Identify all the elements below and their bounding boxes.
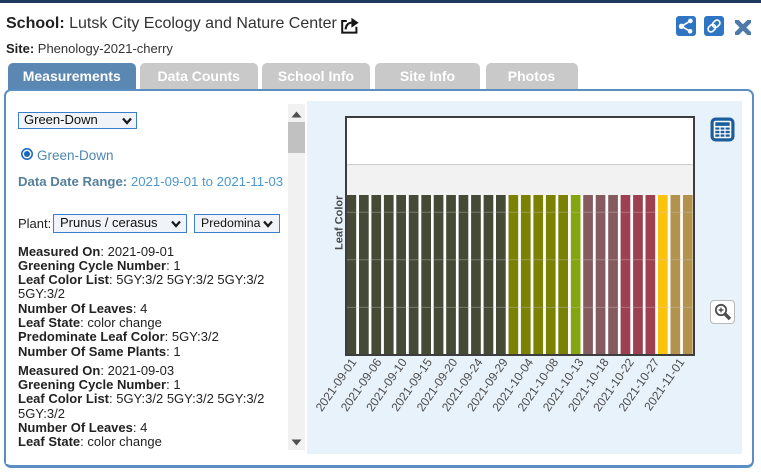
svg-text:Leaf Color: Leaf Color xyxy=(334,195,346,250)
